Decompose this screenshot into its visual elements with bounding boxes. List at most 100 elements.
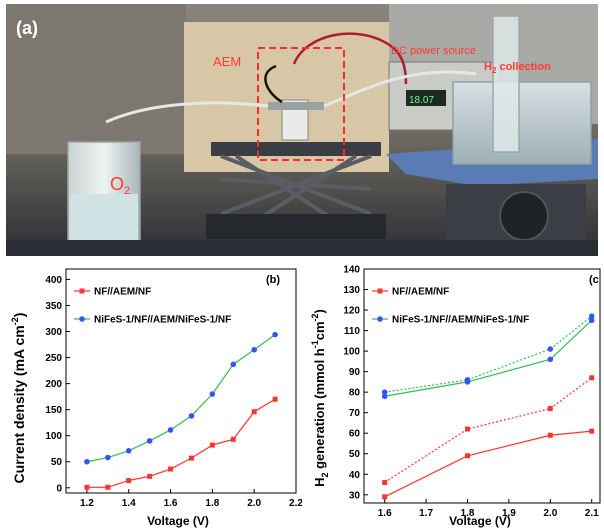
b-y-tick-label: 100 (45, 431, 62, 442)
floor (6, 240, 598, 256)
c-series-0-line-solid (384, 430, 592, 498)
c-series-0-point-dotted (589, 375, 595, 381)
chart-c-panel-label: (c (589, 274, 599, 286)
o2-label: O2 (110, 174, 130, 197)
b-y-tick-label: 400 (45, 275, 62, 286)
b-y-tick-label: 250 (45, 353, 62, 364)
c-y-tick-label: 30 (349, 490, 361, 501)
c-series-0-point-dotted (547, 406, 553, 412)
c-series-0-point-solid (589, 428, 595, 434)
b-series-1-point (84, 458, 90, 465)
photo-panel-label: (a) (16, 18, 38, 38)
c-series-1-point-dotted (547, 346, 554, 352)
c-series-0-point-solid (382, 494, 388, 500)
c-y-tick-label: 50 (349, 449, 361, 460)
b-series-1-point (209, 391, 216, 397)
measuring-cylinder (492, 15, 520, 153)
c-series-1-point-dotted (588, 313, 595, 320)
c-y-tick-label: 110 (344, 326, 361, 337)
b-y-tick-label: 150 (45, 405, 62, 416)
c-x-tick-label: 2.0 (543, 508, 557, 519)
c-x-tick-label: 1.8 (461, 508, 475, 519)
setup-photo: 18.07 (a) AEM DC power source H2 collect… (6, 4, 598, 256)
b-series-0-point (272, 396, 278, 402)
chart-b-panel-label: (b) (266, 274, 280, 286)
c-series-1-point-solid (547, 356, 554, 363)
c-y-tick-label: 120 (343, 306, 360, 317)
b-x-tick-label: 2.2 (289, 498, 302, 509)
c-x-tick-label: 1.6 (378, 508, 392, 519)
c-legend-1-label: NiFeS-1/NF//AEM/NiFeS-1/NF (392, 315, 529, 326)
c-series-1-point-solid (588, 317, 595, 324)
c-legend-1-swatch-marker (377, 316, 383, 322)
b-series-0-point (209, 442, 215, 448)
back-wall (6, 4, 186, 154)
tubing-right (323, 70, 477, 108)
c-x-tick-label: 1.9 (502, 508, 516, 519)
power-display (406, 90, 446, 106)
c-y-tick-label: 90 (349, 367, 361, 378)
h2-collection-tank (452, 81, 592, 165)
b-series-1-point (251, 346, 257, 353)
tubing-left (105, 101, 269, 124)
b-y-tick-label: 0 (56, 483, 62, 494)
c-series-0-point-dotted (465, 426, 471, 432)
b-series-1-point (272, 331, 278, 338)
c-y-tick-label: 80 (349, 388, 361, 399)
c-y-tick-label: 130 (343, 285, 360, 296)
b-x-tick-label: 1.2 (80, 498, 94, 509)
chart-b-current-density: 1.2 1.4 1.6 1.8 2.0 2.2 0 50 100 150 200 250 300 350 4… (10, 268, 302, 528)
b-legend-0-label: NF//AEM/NF (94, 287, 151, 298)
b-x-tick-label: 1.4 (122, 498, 136, 509)
c-series-0-point-solid (547, 432, 553, 438)
b-series-0-point (251, 409, 257, 415)
o2-beaker-water (70, 194, 138, 248)
b-legend-1-label: NiFeS-1/NF//AEM/NiFeS-1/NF (94, 315, 231, 326)
c-y-tick-label: 70 (349, 408, 361, 419)
b-legend-1-swatch-marker (79, 316, 85, 322)
c-series-1-point-solid (381, 393, 388, 400)
b-series-1-point (188, 413, 195, 419)
chart-c-h2-generation: 1.6 1.7 1.8 1.9 2.0 2.1 30 40 50 60 70 80 90 100 110 12… (310, 265, 601, 528)
b-series-0-point (230, 436, 236, 442)
b-legend-0-swatch-marker (79, 288, 85, 294)
b-x-tick-label: 2.0 (247, 498, 261, 509)
b-y-tick-label: 200 (45, 379, 62, 390)
b-x-tick-label: 1.8 (205, 498, 219, 509)
chart-b-x-axis-label: Voltage (V) (147, 514, 209, 528)
c-series-1-line-dotted (384, 315, 593, 393)
b-series-0-point (168, 466, 174, 472)
c-legend-0-swatch-marker (377, 288, 383, 294)
c-x-tick-label: 2.1 (585, 508, 599, 519)
chart-c-y-axis-label: H2 generation (mmol h-1cm-2) (310, 309, 330, 487)
c-y-tick-label: 140 (343, 265, 360, 276)
b-series-1-point (167, 427, 174, 433)
c-y-tick-label: 40 (349, 470, 361, 481)
c-series-0-point-solid (465, 453, 471, 459)
b-series-1-point (125, 448, 132, 454)
c-y-tick-label: 60 (349, 429, 361, 440)
c-series-0-line-dotted (384, 377, 593, 483)
lift-platform (211, 142, 381, 156)
b-y-tick-label: 350 (45, 301, 62, 312)
b-plot-frame (65, 268, 297, 494)
chart-b-y-axis-label: Current density (mA cm-2) (10, 313, 27, 484)
c-y-tick-label: 100 (343, 347, 360, 358)
b-series-0-point (84, 484, 90, 490)
b-series-0-line (86, 398, 276, 488)
h2-collection-label: H2 collection (484, 61, 551, 75)
lift-base (206, 214, 386, 239)
b-x-tick-label: 1.6 (164, 498, 178, 509)
c-x-tick-label: 1.7 (419, 508, 433, 519)
c-series-0-point-dotted (382, 479, 388, 485)
b-series-1-point (230, 361, 237, 368)
b-series-0-point (105, 484, 111, 490)
c-series-1-point-solid (464, 379, 471, 385)
b-y-tick-label: 50 (51, 457, 63, 468)
b-series-1-line (86, 334, 276, 463)
b-series-0-point (147, 473, 153, 479)
black-cable (264, 64, 283, 104)
b-y-tick-label: 300 (45, 327, 62, 338)
red-cable (292, 32, 408, 85)
chart-c-x-axis-label: Voltage (V) (449, 514, 511, 528)
